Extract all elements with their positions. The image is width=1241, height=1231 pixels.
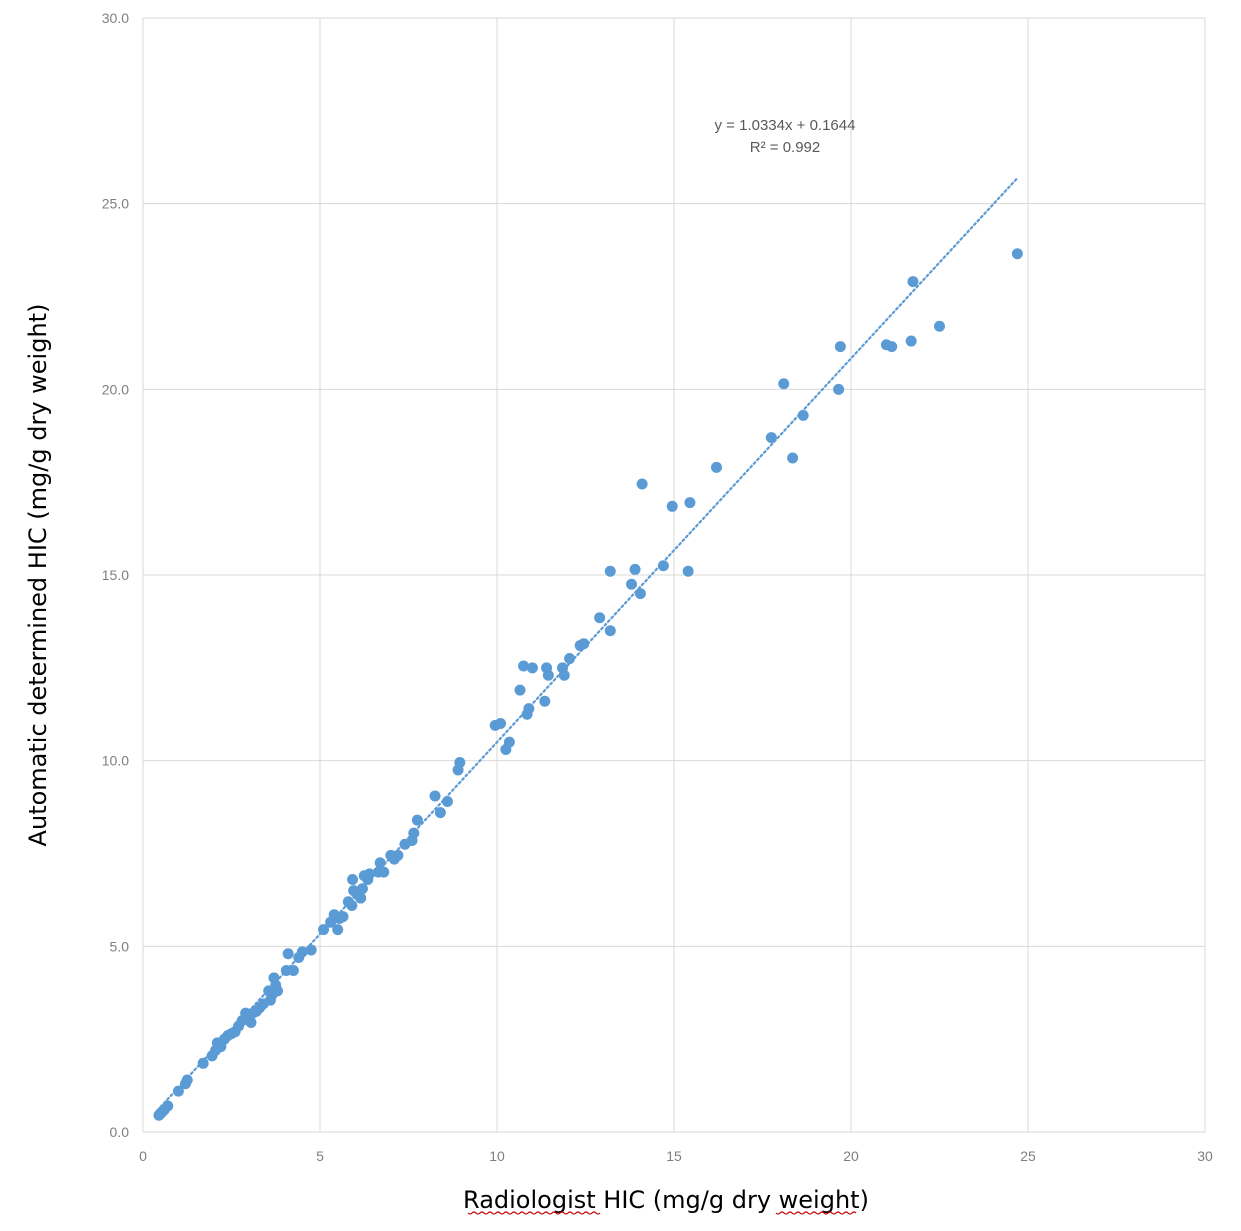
- data-point: [374, 857, 386, 869]
- data-point: [272, 985, 284, 997]
- tick-labels: 0 5 10 15 20 25 30 0.0 5.0 10.0 15.0 20.0 25.0 30.0: [102, 10, 1213, 1164]
- data-point: [778, 378, 790, 390]
- data-point: [634, 588, 646, 600]
- data-point: [346, 899, 358, 911]
- data-point: [337, 911, 349, 923]
- data-point: [594, 612, 606, 624]
- data-point: [604, 625, 616, 637]
- data-point: [564, 653, 576, 665]
- y-tick-label: 0.0: [110, 1124, 130, 1140]
- data-point: [282, 948, 294, 960]
- data-points: [153, 248, 1023, 1121]
- data-point: [626, 578, 638, 590]
- data-point: [378, 866, 390, 878]
- data-point: [305, 944, 317, 956]
- data-point: [684, 497, 696, 509]
- data-point: [710, 461, 722, 473]
- data-point: [392, 849, 404, 861]
- y-tick-label: 10.0: [102, 753, 129, 769]
- data-point: [162, 1100, 174, 1112]
- y-tick-label: 30.0: [102, 10, 129, 26]
- x-axis-title: Radiologist HIC (mg/g dry weight): [463, 1186, 869, 1214]
- data-point: [411, 814, 423, 826]
- data-point: [682, 565, 694, 577]
- data-point: [765, 432, 777, 444]
- data-point: [539, 695, 551, 707]
- data-point: [542, 669, 554, 681]
- data-point: [604, 565, 616, 577]
- trendline-equation-label: y = 1.0334x + 0.1644: [715, 117, 856, 134]
- data-point: [526, 662, 538, 674]
- data-point: [1011, 248, 1023, 260]
- data-point: [332, 924, 344, 936]
- data-point: [558, 669, 570, 681]
- data-point: [181, 1074, 193, 1086]
- y-axis-title: Automatic determined HIC (mg/g dry weigh…: [24, 304, 52, 847]
- x-tick-label: 0: [139, 1148, 147, 1164]
- data-point: [318, 924, 330, 936]
- x-tick-label: 10: [489, 1148, 505, 1164]
- data-point: [355, 892, 367, 904]
- data-point: [441, 796, 453, 808]
- data-point: [886, 341, 898, 353]
- data-point: [657, 560, 669, 572]
- data-point: [495, 718, 507, 730]
- data-point: [503, 736, 515, 748]
- spellcheck-underline-radiologist: [467, 1211, 601, 1215]
- x-tick-label: 25: [1020, 1148, 1036, 1164]
- data-point: [197, 1057, 209, 1069]
- x-tick-label: 20: [843, 1148, 859, 1164]
- data-point: [454, 757, 466, 769]
- data-point: [172, 1085, 184, 1097]
- gridlines: [142, 17, 1206, 1133]
- data-point: [797, 409, 809, 421]
- data-point: [429, 790, 441, 802]
- data-point: [287, 964, 299, 976]
- data-point: [636, 478, 648, 490]
- data-point: [408, 827, 420, 839]
- y-tick-label: 15.0: [102, 567, 129, 583]
- spellcheck-underline-weight: [775, 1211, 857, 1215]
- data-point: [434, 807, 446, 819]
- data-point: [518, 660, 530, 672]
- data-point: [787, 452, 799, 464]
- data-point: [347, 873, 359, 885]
- data-point: [356, 883, 368, 895]
- x-tick-label: 30: [1197, 1148, 1213, 1164]
- data-point: [629, 563, 641, 575]
- data-point: [514, 684, 526, 696]
- x-tick-label: 5: [316, 1148, 324, 1164]
- data-point: [834, 341, 846, 353]
- x-tick-label: 15: [666, 1148, 682, 1164]
- data-point: [245, 1016, 257, 1028]
- data-point: [666, 500, 678, 512]
- data-point: [833, 383, 845, 395]
- data-point: [907, 276, 919, 288]
- y-tick-label: 5.0: [110, 938, 130, 954]
- trendline-r2-label: R² = 0.992: [750, 139, 820, 156]
- y-tick-label: 25.0: [102, 196, 129, 212]
- data-point: [523, 703, 535, 715]
- data-point: [934, 320, 945, 332]
- data-point: [364, 868, 376, 880]
- data-point: [905, 335, 917, 347]
- data-point: [296, 946, 308, 958]
- y-tick-label: 20.0: [102, 381, 129, 397]
- data-point: [578, 638, 590, 650]
